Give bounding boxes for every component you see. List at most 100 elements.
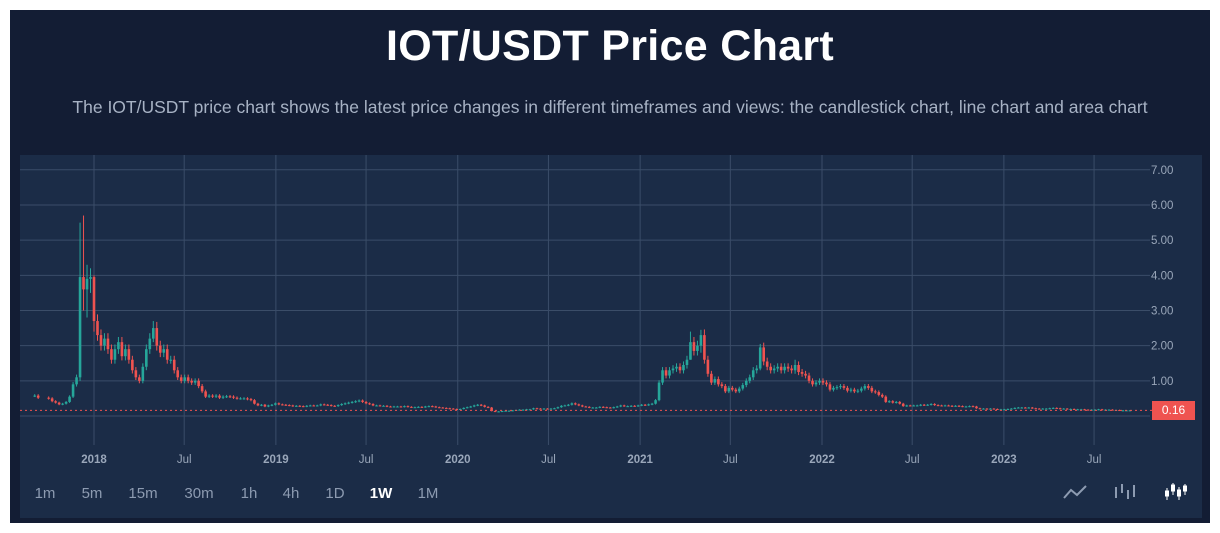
bar-chart-view-button[interactable] <box>1112 481 1140 503</box>
candle-body <box>563 405 567 407</box>
candle-body <box>556 407 560 409</box>
candle <box>451 408 455 410</box>
candle <box>308 404 312 407</box>
timeframe-button-4h[interactable]: 4h <box>282 485 300 502</box>
candle <box>61 402 64 406</box>
candle-body <box>811 380 814 385</box>
candle <box>797 361 800 376</box>
y-tick-label: 5.00 <box>1151 235 1173 247</box>
candle <box>417 406 420 408</box>
candle <box>284 403 288 406</box>
candle-body <box>1121 410 1125 412</box>
candle <box>577 403 581 407</box>
timeframe-button-1h[interactable]: 1h <box>240 485 258 502</box>
candle <box>678 363 682 374</box>
candle-body <box>298 405 302 407</box>
candle <box>968 405 971 408</box>
candle-body <box>1048 408 1052 410</box>
candle <box>692 336 696 356</box>
candle-body <box>591 407 595 409</box>
candle-body <box>99 335 103 346</box>
candle <box>162 344 166 358</box>
timeframe-button-1m[interactable]: 1M <box>417 485 439 502</box>
candle-body <box>996 408 999 410</box>
candle <box>1051 407 1055 409</box>
candle <box>92 275 96 332</box>
candle-body <box>1072 408 1076 410</box>
candle-body <box>549 408 553 410</box>
candle <box>99 329 103 351</box>
candle <box>1041 408 1045 410</box>
candle <box>172 355 176 374</box>
candle <box>926 403 929 406</box>
candle <box>486 406 490 409</box>
candle-body <box>880 394 884 397</box>
timeframe-button-1d[interactable]: 1D <box>325 485 345 502</box>
candle <box>420 406 424 408</box>
candle-body <box>605 407 609 409</box>
candle-body <box>626 406 629 408</box>
line-chart-icon <box>1063 485 1087 499</box>
candle <box>82 215 85 311</box>
candle <box>1086 409 1090 411</box>
candle-body <box>790 368 793 371</box>
candle <box>1055 407 1058 409</box>
candle-body <box>145 349 148 367</box>
timeframe-button-5m[interactable]: 5m <box>81 485 103 502</box>
candle-body <box>242 398 246 400</box>
candle-body <box>1024 407 1027 409</box>
candle <box>898 400 902 405</box>
candle <box>724 384 727 394</box>
candle-body <box>877 392 881 395</box>
candle-body <box>347 402 350 404</box>
x-tick-label: Jul <box>723 454 738 466</box>
candle <box>891 400 895 404</box>
timeframe-button-30m[interactable]: 30m <box>184 485 214 502</box>
candle <box>277 402 281 406</box>
candle-body <box>57 402 61 405</box>
candle <box>197 378 200 389</box>
candle <box>905 404 909 407</box>
candle-body <box>1044 408 1048 410</box>
candle <box>744 378 748 388</box>
candle <box>814 380 818 387</box>
candle <box>382 405 385 407</box>
candle <box>340 403 343 406</box>
candle <box>232 395 235 399</box>
candle <box>737 386 741 394</box>
candle-body <box>734 389 738 392</box>
candle <box>256 402 260 407</box>
timeframe-button-15m[interactable]: 15m <box>128 485 158 502</box>
candle-body <box>936 405 940 407</box>
candlestick-view-button[interactable] <box>1163 481 1191 503</box>
timeframe-button-1m[interactable]: 1m <box>34 485 56 502</box>
candle-body <box>661 370 664 383</box>
candle <box>1107 409 1111 411</box>
candle-body <box>235 397 239 399</box>
candle-body <box>528 409 532 411</box>
candle-body <box>947 405 950 407</box>
candle-body <box>438 407 441 409</box>
candle-body <box>507 410 511 412</box>
line-chart-view-button[interactable] <box>1061 481 1089 503</box>
candle <box>696 340 699 356</box>
candle <box>33 394 37 398</box>
candle-body <box>71 384 75 397</box>
candle-body <box>479 404 483 406</box>
candle-body <box>200 386 204 392</box>
candle <box>211 394 214 399</box>
candle <box>685 355 689 369</box>
timeframe-button-1w[interactable]: 1W <box>369 485 393 502</box>
candle <box>165 344 169 364</box>
candle <box>89 268 92 293</box>
candle-body <box>650 403 654 405</box>
candle <box>1020 406 1024 409</box>
candle-body <box>818 380 821 383</box>
candle <box>1037 408 1041 410</box>
candle <box>1128 409 1132 412</box>
candle-body <box>50 398 54 402</box>
candle <box>392 405 396 408</box>
candle-body <box>682 365 685 371</box>
candlestick-chart[interactable]: 1.00 2.00 3.00 4.00 5.00 6.00 7.00 2018 Jul 2019… <box>20 155 1202 518</box>
candle-body <box>601 406 605 408</box>
